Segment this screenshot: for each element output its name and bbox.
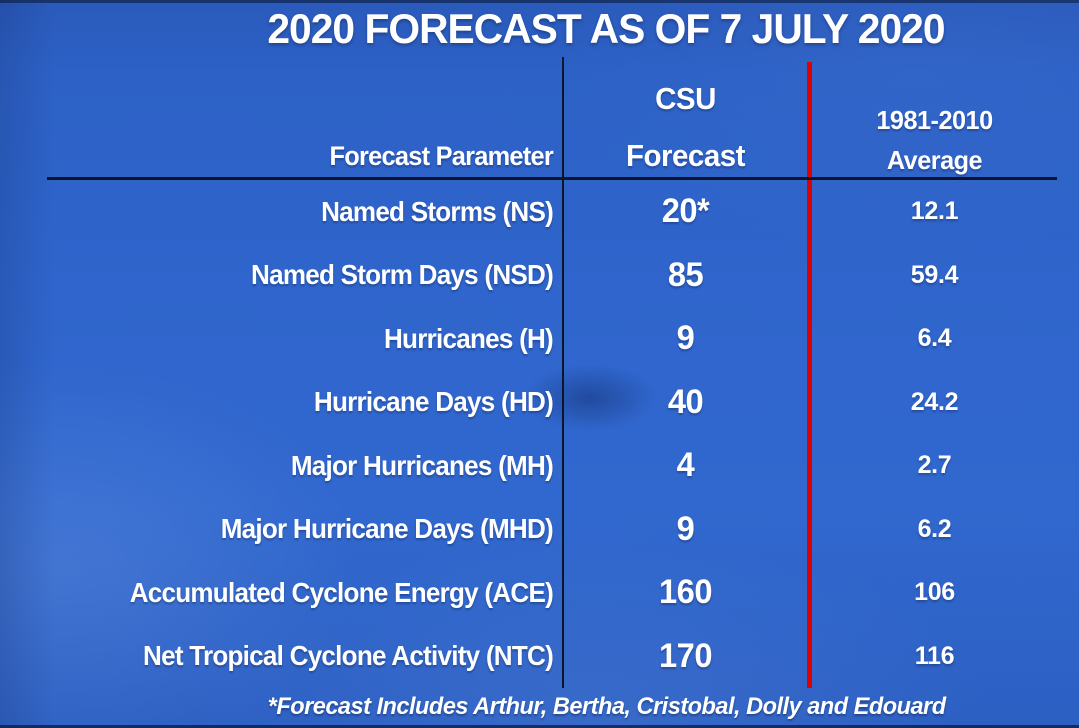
col-header-avg-line2: Average — [886, 145, 983, 175]
slide-title: 2020 FORECAST AS OF 7 JULY 2020 — [267, 5, 945, 52]
average-value: 116 — [914, 641, 955, 670]
row-label: Accumulated Cyclone Energy (ACE) — [129, 576, 554, 608]
column-divider-dark — [562, 57, 564, 688]
row-label: Net Tropical Cyclone Activity (NTC) — [143, 640, 554, 672]
col-header-csu-line1: CSU — [655, 81, 716, 116]
table-row: Major Hurricanes (MH) 4 2.7 — [0, 434, 1079, 498]
footnote: *Forecast Includes Arthur, Bertha, Crist… — [267, 693, 946, 720]
csu-forecast-value: 4 — [676, 446, 695, 485]
csu-forecast-value: 85 — [667, 255, 704, 294]
col-header-average: 1981-2010 Average — [816, 100, 1054, 180]
csu-forecast-value: 170 — [658, 636, 713, 675]
table-row: Hurricanes (H) 9 6.4 — [0, 307, 1079, 371]
average-value: 24.2 — [910, 387, 959, 416]
table-row: Net Tropical Cyclone Activity (NTC) 170 … — [0, 625, 1079, 689]
average-value: 6.2 — [917, 514, 952, 543]
average-value: 106 — [914, 578, 955, 607]
row-label: Hurricanes (H) — [383, 322, 554, 354]
table-row: Hurricane Days (HD) 40 24.2 — [0, 371, 1079, 435]
csu-forecast-value: 40 — [667, 382, 704, 421]
csu-forecast-value: 9 — [676, 509, 695, 548]
col-header-csu-forecast: CSU Forecast — [570, 70, 801, 184]
table-row: Major Hurricane Days (MHD) 9 6.2 — [0, 498, 1079, 562]
table-row: Accumulated Cyclone Energy (ACE) 160 106 — [0, 561, 1079, 625]
forecast-table-body: Named Storms (NS) 20* 12.1 Named Storm D… — [0, 180, 1079, 688]
table-row: Named Storm Days (NSD) 85 59.4 — [0, 244, 1079, 308]
csu-forecast-value: 9 — [676, 319, 695, 358]
row-label: Major Hurricane Days (MHD) — [220, 513, 554, 545]
col-header-csu-line2: Forecast — [626, 138, 745, 173]
column-divider-red — [807, 62, 812, 688]
average-value: 2.7 — [917, 451, 952, 480]
col-header-avg-line1: 1981-2010 — [876, 105, 993, 135]
average-value: 59.4 — [910, 260, 959, 289]
bottom-edge-strip — [0, 725, 1079, 728]
row-label: Named Storm Days (NSD) — [251, 259, 554, 291]
average-value: 6.4 — [917, 324, 952, 353]
row-label: Named Storms (NS) — [321, 195, 554, 227]
header-divider-line — [47, 177, 1057, 180]
csu-forecast-value: 20* — [661, 192, 710, 231]
row-label: Hurricane Days (HD) — [313, 386, 554, 418]
top-edge-strip — [0, 0, 1079, 3]
row-label: Major Hurricanes (MH) — [290, 449, 554, 481]
csu-forecast-value: 160 — [658, 573, 713, 612]
table-row: Named Storms (NS) 20* 12.1 — [0, 180, 1079, 244]
average-value: 12.1 — [910, 197, 959, 226]
col-header-parameter: Forecast Parameter — [329, 141, 554, 171]
